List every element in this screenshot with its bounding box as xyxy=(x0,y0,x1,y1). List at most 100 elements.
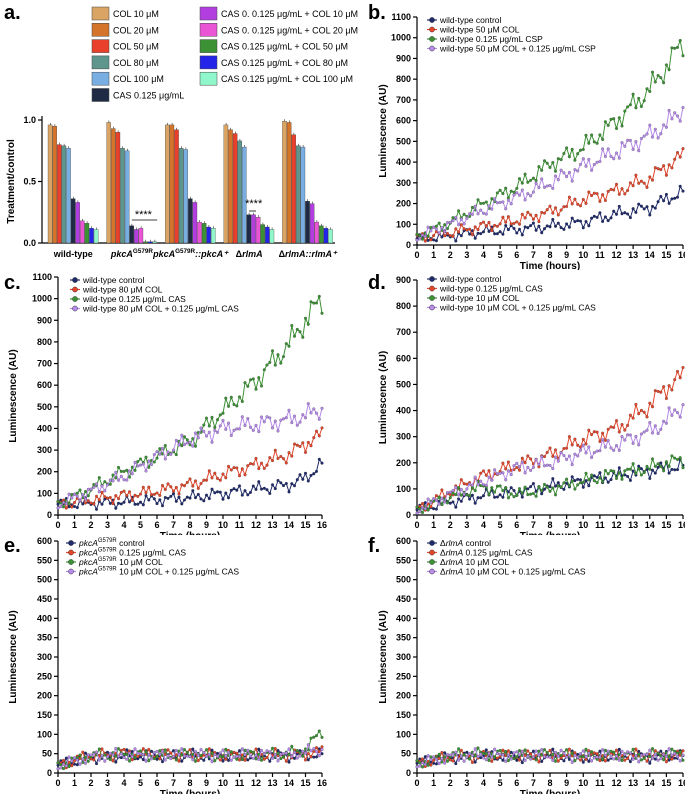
data-point xyxy=(130,472,134,476)
data-point xyxy=(306,440,310,444)
data-point xyxy=(111,473,115,477)
data-point xyxy=(320,735,324,739)
data-point xyxy=(172,492,176,496)
data-point xyxy=(534,494,538,498)
data-point xyxy=(122,469,126,473)
data-point xyxy=(290,421,294,425)
data-point xyxy=(56,506,60,510)
bar xyxy=(66,148,71,244)
data-point xyxy=(86,753,90,757)
data-point xyxy=(545,450,549,454)
data-point xyxy=(518,222,522,226)
data-point xyxy=(473,236,477,240)
data-point xyxy=(603,476,607,480)
data-point xyxy=(584,201,588,205)
data-point xyxy=(501,495,505,499)
data-point xyxy=(108,751,112,755)
data-point xyxy=(487,475,491,479)
data-point xyxy=(595,481,599,485)
data-point xyxy=(520,233,524,237)
data-point xyxy=(639,204,643,208)
data-point xyxy=(317,417,321,421)
data-point xyxy=(498,749,502,753)
data-point xyxy=(254,487,258,491)
data-point xyxy=(312,436,316,440)
data-point xyxy=(119,474,123,478)
data-point xyxy=(81,750,85,754)
data-point xyxy=(653,166,657,170)
bar xyxy=(232,133,238,244)
data-point xyxy=(598,449,602,453)
y-axis-label: Luminescence (AU) xyxy=(8,349,19,442)
x-tick-label: 7 xyxy=(171,778,176,788)
data-point xyxy=(279,481,283,485)
data-point xyxy=(309,444,313,448)
data-point xyxy=(282,355,286,359)
data-point xyxy=(232,750,236,754)
data-point xyxy=(642,134,646,138)
data-point xyxy=(648,401,652,405)
data-point xyxy=(573,751,577,755)
data-point xyxy=(105,750,109,754)
data-point xyxy=(440,757,444,761)
data-point xyxy=(498,752,502,756)
x-tick-label: 2 xyxy=(448,250,453,260)
x-tick-label: 8 xyxy=(547,778,552,788)
data-point xyxy=(606,480,610,484)
bar xyxy=(75,202,80,244)
bar xyxy=(309,203,315,244)
data-point xyxy=(681,758,685,762)
data-point xyxy=(653,471,657,475)
data-point xyxy=(276,759,280,763)
data-point xyxy=(540,231,544,235)
data-point xyxy=(631,92,635,96)
data-point xyxy=(548,485,552,489)
data-point xyxy=(681,749,685,753)
data-point xyxy=(229,468,233,472)
data-point xyxy=(556,459,560,463)
data-point xyxy=(681,753,685,757)
data-point xyxy=(518,753,522,757)
data-point xyxy=(210,751,214,755)
data-point xyxy=(509,202,513,206)
bar xyxy=(80,220,85,244)
data-point xyxy=(169,494,173,498)
x-tick-label: 4 xyxy=(481,520,486,530)
data-point xyxy=(626,423,630,427)
legend-label: CAS 0.125 μg/mL + COL 100 μM xyxy=(221,74,353,84)
y-tick-label: 150 xyxy=(37,710,52,720)
data-point xyxy=(623,144,627,148)
data-point xyxy=(631,441,635,445)
legend-swatch xyxy=(91,6,110,21)
data-point xyxy=(465,755,469,759)
data-point xyxy=(155,456,159,460)
data-point xyxy=(670,413,674,417)
data-point xyxy=(290,755,294,759)
data-point xyxy=(246,384,250,388)
data-point xyxy=(481,469,485,473)
data-point xyxy=(426,234,430,238)
data-point xyxy=(451,219,455,223)
data-point xyxy=(617,758,621,762)
data-point xyxy=(232,428,236,432)
data-point xyxy=(257,376,261,380)
data-point xyxy=(476,212,480,216)
data-point xyxy=(183,484,187,488)
bar xyxy=(300,146,306,244)
data-point xyxy=(534,213,538,217)
data-point xyxy=(615,212,619,216)
data-point xyxy=(493,232,497,236)
data-point xyxy=(664,760,668,764)
data-point xyxy=(459,234,463,238)
data-point xyxy=(676,369,680,373)
x-tick-label: 12 xyxy=(251,520,261,530)
x-tick-label: 5 xyxy=(498,778,503,788)
data-point xyxy=(114,470,118,474)
data-point xyxy=(620,477,624,481)
data-point xyxy=(642,207,646,211)
data-point xyxy=(493,197,497,201)
data-point xyxy=(279,418,283,422)
data-point xyxy=(518,177,522,181)
x-tick-label: 3 xyxy=(105,520,110,530)
data-point xyxy=(667,163,671,167)
